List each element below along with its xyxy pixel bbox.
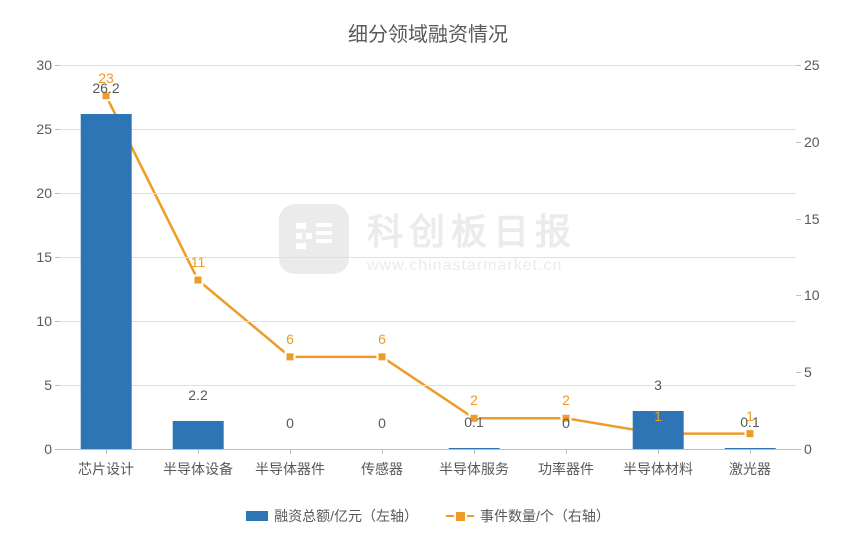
line-value-label: 1 [654,408,662,424]
chart-container: 细分领域融资情况 科创板日报 www.chinastarmarket.cn 05… [0,0,856,544]
legend-item-bar: 融资总额/亿元（左轴） [246,506,418,526]
tick-mark [290,449,291,454]
line-value-label: 2 [470,392,478,408]
tick-mark [750,449,751,454]
bar [81,114,132,449]
bar [173,421,224,449]
tick-mark [796,219,801,220]
line-value-label: 23 [98,70,114,86]
plot-area: 051015202530051015202526.2芯片设计2.2半导体设备0半… [60,65,796,449]
tick-mark [796,142,801,143]
tick-mark [106,449,107,454]
bar-value-label: 0.1 [464,414,483,430]
bar-value-label: 3 [654,377,662,393]
legend-label: 融资总额/亿元（左轴） [274,506,418,526]
tick-mark [566,449,567,454]
line-value-label: 6 [378,331,386,347]
legend-label: 事件数量/个（右轴） [480,506,610,526]
line-value-label: 1 [746,408,754,424]
legend: 融资总额/亿元（左轴） 事件数量/个（右轴） [0,506,856,526]
bar-value-label: 0 [378,415,386,431]
line-value-label: 2 [562,392,570,408]
bar-value-label: 0 [562,415,570,431]
category-zone: 3半导体材料 [612,65,704,449]
category-zone: 0半导体器件 [244,65,336,449]
line-value-label: 6 [286,331,294,347]
tick-mark [382,449,383,454]
legend-swatch-line [446,509,474,523]
tick-mark [198,449,199,454]
line-value-label: 11 [191,254,206,270]
tick-mark [796,65,801,66]
category-zone: 0.1激光器 [704,65,796,449]
tick-mark [658,449,659,454]
bar-value-label: 2.2 [188,387,207,403]
chart-title: 细分领域融资情况 [0,18,856,47]
tick-mark [796,295,801,296]
category-zone: 26.2芯片设计 [60,65,152,449]
category-zone: 0传感器 [336,65,428,449]
legend-item-line: 事件数量/个（右轴） [446,506,610,526]
bar-value-label: 0 [286,415,294,431]
legend-swatch-bar [246,511,268,521]
tick-mark [796,372,801,373]
tick-mark [796,449,801,450]
tick-mark [474,449,475,454]
